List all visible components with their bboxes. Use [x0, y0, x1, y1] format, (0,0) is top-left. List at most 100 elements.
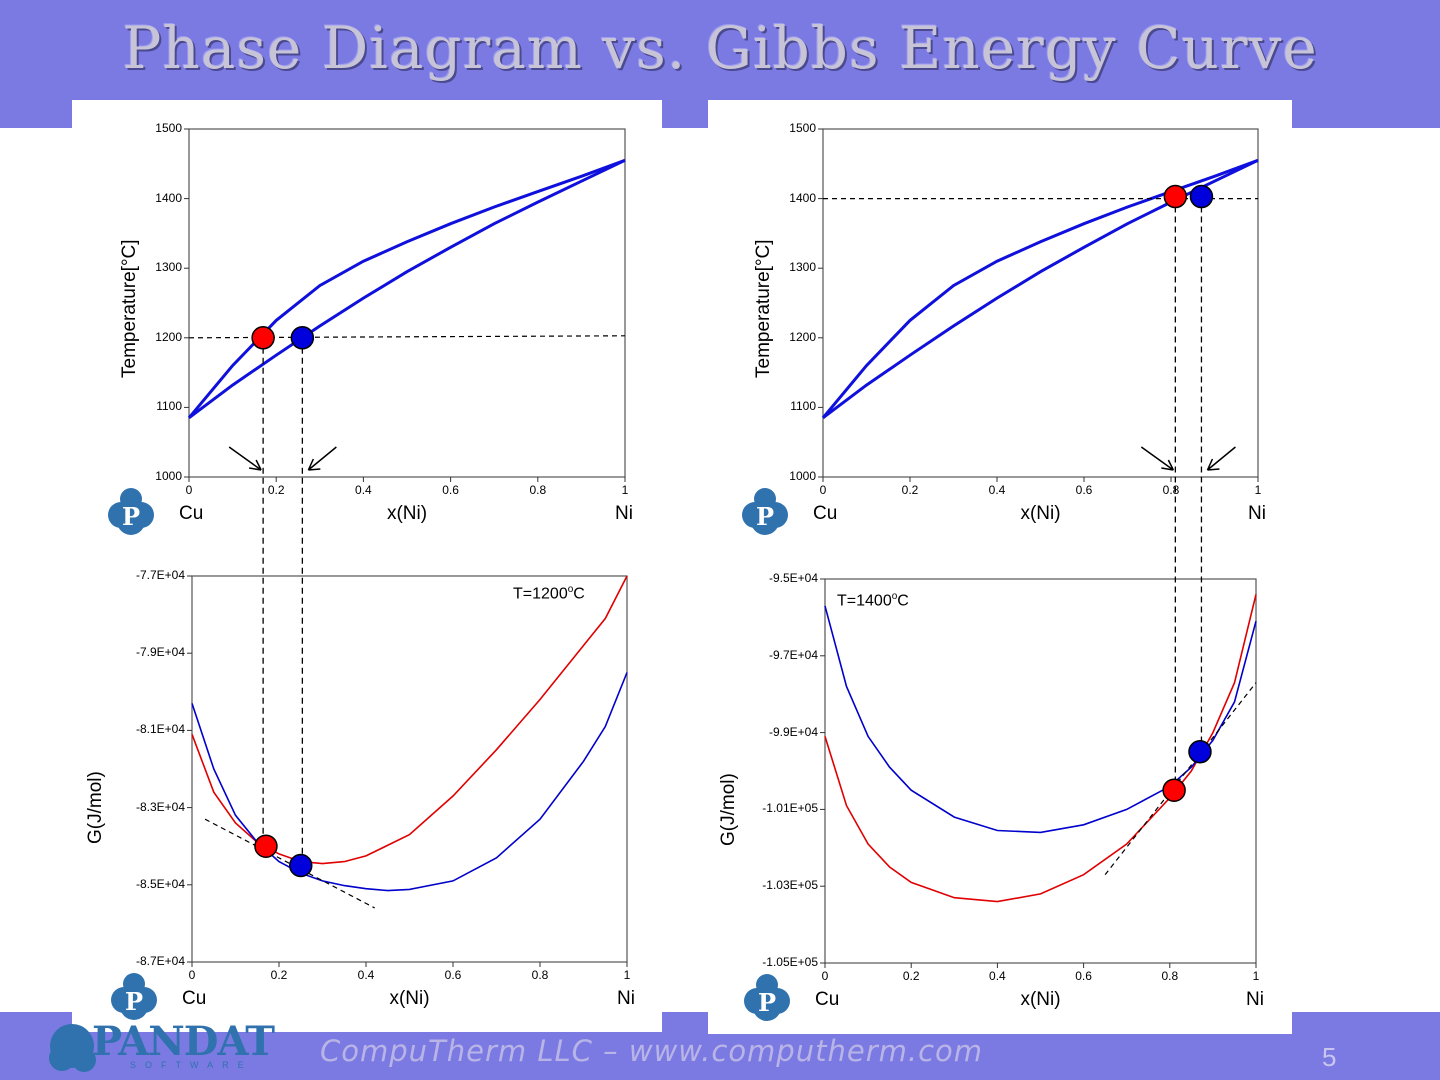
y-tick-label: -9.9E+04 [768, 724, 818, 739]
svg-text:P: P [758, 988, 776, 1017]
pandat-p-icon: P [742, 488, 788, 535]
x-tick-label: 1 [621, 483, 629, 497]
y-tick-label: 1400 [155, 190, 182, 205]
red-composition-point [254, 834, 278, 858]
x-tick-label: 1 [1252, 969, 1260, 983]
x-tick-label: 0.2 [902, 969, 920, 983]
y-axis-title: G(J/mol) [718, 773, 739, 846]
y-tick-label: 1300 [155, 260, 182, 275]
element-label-ni: Ni [1248, 503, 1266, 524]
x-tick-label: 0.2 [901, 483, 919, 497]
x-tick-label: 0.4 [357, 968, 375, 982]
y-tick-label: -9.7E+04 [768, 647, 818, 662]
x-tick-label: 0.6 [1075, 483, 1093, 497]
x-tick-label: 0.6 [1075, 969, 1092, 983]
x-tick-label: 0.6 [444, 968, 462, 982]
y-tick-label: 1300 [789, 260, 816, 275]
red-composition-point [1162, 778, 1186, 802]
pandat-logo-icon [49, 1024, 96, 1072]
common-tangent-line [1104, 682, 1257, 876]
liquidus-curve [187, 158, 626, 419]
x-tick-label: 0.8 [529, 483, 547, 497]
brand-name: PANDAT [92, 1018, 275, 1065]
x-axis-title: x(Ni) [1020, 989, 1061, 1010]
plot-frame [191, 575, 628, 963]
y-tick-label: -8.1E+04 [135, 722, 185, 737]
blue-composition-point [289, 853, 313, 878]
y-tick-label: 1200 [155, 329, 182, 344]
y-tick-label: 1500 [789, 121, 816, 135]
plot-frame [824, 578, 1257, 964]
page-number: 5 [1322, 1042, 1337, 1072]
element-label-ni: Ni [615, 503, 633, 524]
brand-subtitle: SOFTWARE [130, 1060, 253, 1070]
x-tick-label: 0 [819, 483, 827, 497]
x-tick-label: 0 [821, 969, 829, 983]
y-tick-label: -1.05E+05 [762, 955, 818, 969]
y-tick-label: -1.01E+05 [762, 801, 818, 816]
footer-text: CompuTherm LLC – www.computherm.com [320, 1034, 984, 1068]
x-tick-label: 0 [185, 483, 193, 497]
y-tick-label: 1000 [789, 469, 816, 483]
x-tick-label: 0.4 [988, 483, 1006, 497]
x-tick-label: 0.8 [531, 968, 549, 982]
plot-frame [822, 128, 1259, 478]
plot-frame [188, 128, 626, 478]
y-axis-title: G(J/mol) [85, 771, 106, 844]
y-tick-label: -8.7E+04 [135, 954, 185, 968]
y-tick-label: -9.5E+04 [768, 571, 818, 585]
right-figure-panel [708, 100, 1292, 1034]
x-tick-label: 1 [1254, 483, 1262, 497]
element-label-cu: Cu [182, 988, 207, 1009]
blue-composition-point [1189, 184, 1214, 209]
liquid-curve [191, 575, 628, 865]
x-tick-label: 1 [623, 968, 631, 982]
y-tick-label: -7.9E+04 [135, 645, 185, 660]
svg-text:P: P [122, 502, 140, 531]
blue-composition-point [290, 326, 315, 350]
arrow-icon [1140, 446, 1175, 471]
svg-text:P: P [125, 987, 143, 1016]
x-tick-label: 0.2 [267, 483, 285, 497]
x-tick-label: 0.4 [989, 969, 1006, 983]
left-figure-panel [72, 100, 662, 1032]
liquidus-curve [821, 158, 1259, 419]
arrow-icon [307, 446, 337, 471]
x-tick-label: 0 [188, 968, 196, 982]
x-tick-label: 0.8 [1161, 969, 1179, 983]
y-tick-label: 1100 [790, 399, 816, 414]
svg-text:P: P [756, 502, 774, 531]
x-axis-title: x(Ni) [386, 503, 428, 524]
y-tick-label: 1400 [789, 190, 816, 205]
solidus-curve [188, 158, 626, 419]
pandat-p-icon: P [108, 488, 154, 535]
x-axis-title: x(Ni) [1020, 503, 1061, 524]
solid-curve [824, 605, 1257, 834]
y-tick-label: 1100 [156, 399, 182, 414]
element-label-cu: Cu [813, 503, 838, 524]
element-label-ni: Ni [1246, 989, 1264, 1010]
temperature-annotation: T=1400oC [837, 591, 909, 610]
x-axis-title: x(Ni) [389, 988, 430, 1009]
red-composition-point [251, 326, 275, 350]
x-tick-label: 0.4 [355, 483, 372, 497]
solid-curve [191, 672, 628, 892]
y-axis-title: Temperature[°C] [119, 239, 140, 378]
temperature-annotation: T=1200oC [513, 584, 585, 603]
slide-title: Phase Diagram vs. Gibbs Energy Curve [122, 14, 1318, 82]
y-tick-label: -1.03E+05 [762, 878, 818, 893]
y-tick-label: -8.3E+04 [135, 799, 185, 814]
y-tick-label: -7.7E+04 [135, 568, 185, 582]
element-label-cu: Cu [815, 989, 840, 1010]
arrow-icon [228, 446, 262, 471]
blue-composition-point [1188, 740, 1212, 764]
y-tick-label: 1000 [155, 469, 182, 483]
element-label-cu: Cu [179, 503, 204, 524]
x-tick-label: 0.8 [1162, 483, 1180, 497]
arrow-icon [1206, 446, 1236, 471]
red-composition-point [1163, 184, 1188, 209]
y-tick-label: 1200 [789, 329, 816, 344]
x-tick-label: 0.2 [270, 968, 288, 982]
y-axis-title: Temperature[°C] [753, 239, 774, 378]
